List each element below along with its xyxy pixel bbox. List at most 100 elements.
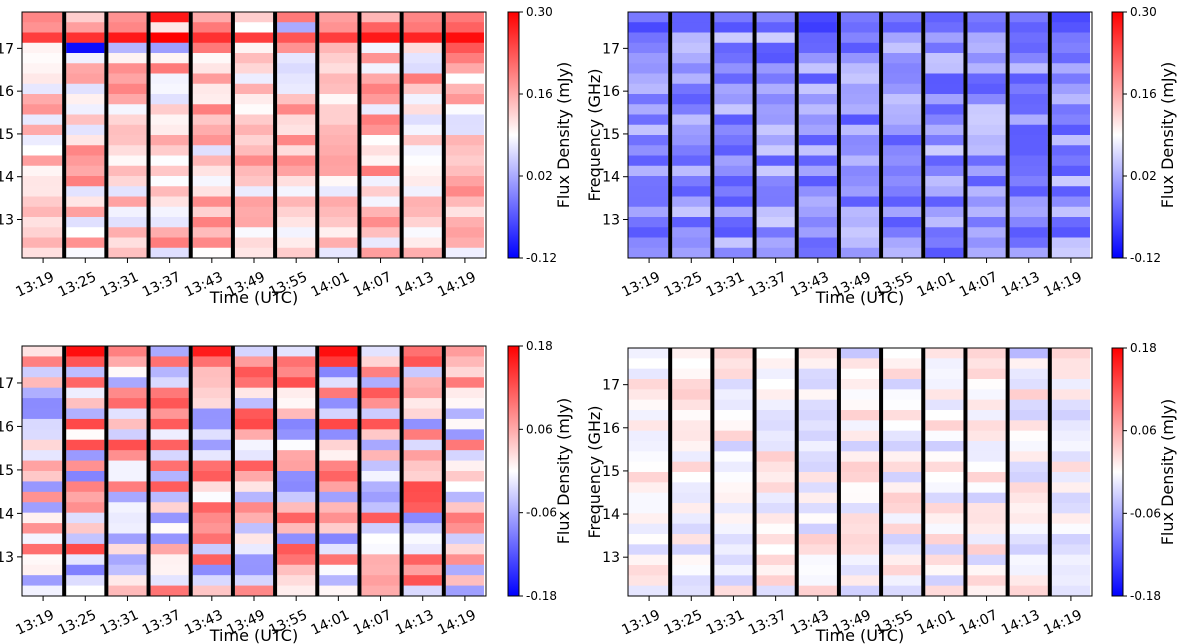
heatmap-cell [234,32,274,44]
heatmap-cell [840,155,880,167]
heatmap-cell [445,247,484,259]
heatmap-cell [1009,534,1048,545]
heatmap-panel-bottom-right: 131415161713:1913:2513:3113:3713:4313:49… [585,341,1177,644]
heatmap-panel-top-left: 131415161713:1913:2513:3113:3713:4313:49… [0,5,573,307]
heatmap-cell [192,63,231,74]
heatmap-cell [108,418,147,430]
heatmap-cell [361,94,400,105]
heatmap-cell [66,135,105,146]
heatmap-cell [1051,145,1090,156]
heatmap-cell [714,379,753,390]
y-tick-label: 17 [0,376,14,392]
heatmap-cell [756,83,795,95]
heatmap-cell [66,346,105,357]
heatmap-cell [1051,389,1090,401]
heatmap-cell [628,554,669,566]
column-separator [668,348,673,596]
heatmap-cell [361,217,400,228]
heatmap-cell [361,543,400,555]
x-tick-label: 14:13 [999,607,1042,639]
heatmap-cell [150,585,189,597]
heatmap-cell [108,237,147,249]
heatmap-cell [756,73,795,85]
heatmap-cell [361,387,400,399]
heatmap-cell [108,366,147,378]
heatmap-cell [925,237,964,249]
heatmap-cell [319,104,358,115]
heatmap-cell [22,533,63,545]
heatmap-cell [277,83,316,95]
heatmap-cell [883,534,922,545]
heatmap-cell [403,237,442,249]
heatmap-cell [361,135,400,146]
heatmap-cell [361,186,400,197]
heatmap-cell [403,512,442,524]
column-separator [921,12,926,258]
heatmap-cell [1051,368,1090,380]
heatmap-cell [756,348,795,359]
heatmap-cell [361,554,400,566]
heatmap-cell [66,186,105,197]
heatmap-cell [714,32,753,44]
heatmap-cell [883,461,922,473]
heatmap-cell [756,379,795,390]
heatmap-cell [361,564,400,576]
heatmap-cell [319,42,358,54]
heatmap-cell [883,575,922,587]
heatmap-cell [1009,410,1048,421]
heatmap-cell [883,368,922,380]
column-separator [1047,12,1052,258]
heatmap-cell [925,206,964,218]
heatmap-cell [1051,165,1090,177]
heatmap-cell [150,176,189,187]
heatmap-cell [277,575,316,587]
heatmap-cell [445,502,484,514]
heatmap-cell [192,564,231,576]
heatmap-cell [840,348,880,359]
heatmap-cell [967,145,1006,156]
heatmap-cell [22,439,63,451]
heatmap-cell [108,196,147,208]
heatmap-cell [192,450,231,462]
heatmap-cell [925,32,964,44]
heatmap-cell [150,346,189,357]
x-tick-label: 13:19 [13,269,56,301]
heatmap-cell [798,348,837,359]
heatmap-cell [628,73,669,85]
heatmap-cell [840,585,880,597]
heatmap-cell [1009,135,1048,146]
heatmap-cell [445,12,484,23]
heatmap-cell [756,42,795,54]
heatmap-cell [66,165,105,177]
heatmap-cell [403,155,442,167]
heatmap-cell [319,502,358,514]
heatmap-cell [925,565,964,576]
heatmap-cell [403,398,442,409]
heatmap-cell [234,554,274,566]
heatmap-cell [150,206,189,218]
heatmap-cell [192,471,231,482]
heatmap-cell [66,206,105,218]
heatmap-cell [234,418,274,430]
heatmap-cell [150,408,189,420]
heatmap-cell [925,53,964,64]
heatmap-cell [22,32,63,44]
heatmap-cell [840,186,880,197]
heatmap-cell [883,523,922,535]
heatmap-cell [798,358,837,370]
heatmap-cell [22,387,63,399]
heatmap-cell [883,430,922,442]
heatmap-cell [798,441,837,452]
heatmap-cell [234,63,274,74]
heatmap-cell [1051,451,1090,463]
x-tick-label: 13:37 [746,269,789,301]
heatmap-cell [22,429,63,441]
heatmap-cell [756,124,795,136]
heatmap-cell [798,503,837,514]
heatmap-cell [883,12,922,23]
heatmap-cell [361,83,400,95]
heatmap-cell [22,512,63,524]
column-separator [62,346,67,596]
heatmap-cell [234,460,274,472]
heatmap-cell [319,186,358,197]
